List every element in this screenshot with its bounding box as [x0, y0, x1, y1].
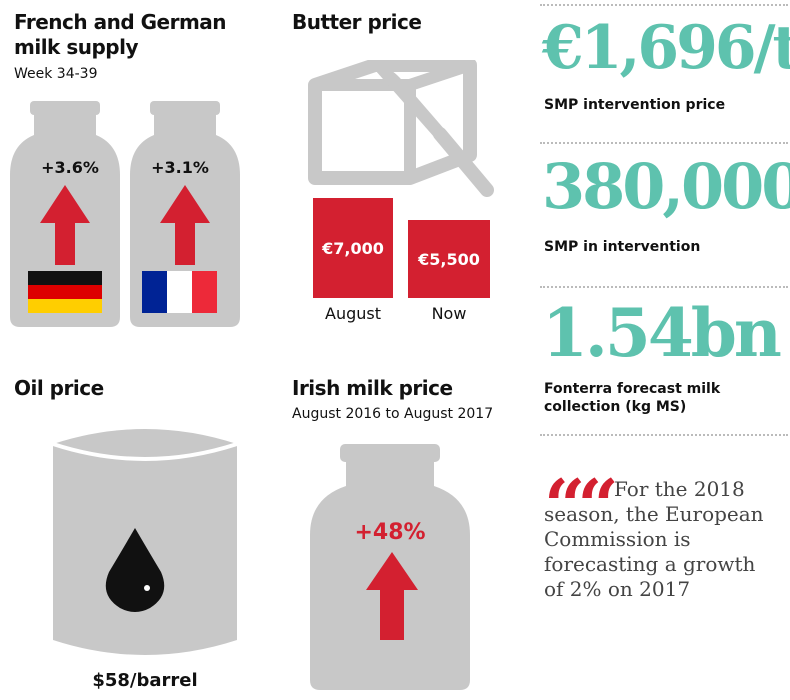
smp-price-caption: SMP intervention price [544, 97, 726, 113]
divider [540, 4, 788, 6]
divider [540, 286, 788, 288]
irish-milk-change: +48% [354, 520, 426, 545]
butter-title: Butter price [292, 10, 422, 34]
france-change: +3.1% [151, 158, 209, 177]
butter-knife-icon [308, 60, 494, 197]
germany-up-arrow-icon [40, 185, 90, 265]
milk-supply-title: French and German milk supply [14, 10, 227, 59]
butter-august-label: August [325, 304, 381, 323]
france-up-arrow-icon [160, 185, 210, 265]
butter-august-price: €7,000 [313, 198, 393, 298]
oil-title: Oil price [14, 376, 104, 400]
butter-now-label: Now [431, 304, 467, 323]
smp-volume-caption: SMP in intervention [544, 239, 701, 255]
germany-churn-icon [10, 101, 120, 327]
irish-milk-subtitle: August 2016 to August 2017 [292, 406, 494, 422]
oil-drop-icon [105, 528, 165, 612]
fonterra-value: 1.54bn [542, 294, 782, 372]
divider [540, 434, 788, 436]
quote-text: For the 2018 season, the European Commis… [544, 477, 764, 601]
milk-supply-subtitle: Week 34-39 [14, 66, 98, 82]
irish-up-arrow-icon [366, 552, 418, 640]
fonterra-caption: Fonterra forecast milk collection (kg MS… [544, 381, 721, 415]
quote-mark-icon: ““ [544, 463, 619, 548]
smp-volume-value: 380,000t [542, 150, 790, 223]
divider [540, 142, 788, 144]
irish-milk-title: Irish milk price [292, 376, 453, 400]
germany-change: +3.6% [41, 158, 99, 177]
irish-milk-churn-icon [310, 444, 470, 690]
milk-churns-graphic [10, 101, 240, 327]
oil-value: $58/barrel [92, 670, 198, 691]
butter-now-price: €5,500 [408, 220, 490, 298]
oil-barrel-icon [52, 429, 238, 655]
france-churn-icon [130, 101, 240, 327]
smp-price-value: €1,696/t [542, 13, 790, 83]
